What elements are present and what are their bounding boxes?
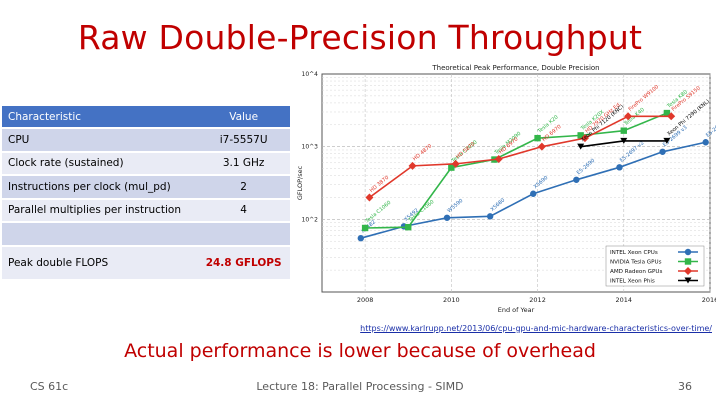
slide-subtitle: Actual performance is lower because of o… bbox=[124, 340, 596, 362]
table-row-empty bbox=[2, 222, 290, 247]
processor-spec-table: Characteristic Value CPU i7-5557U Clock … bbox=[2, 106, 290, 281]
data-point bbox=[577, 143, 585, 150]
data-point bbox=[702, 139, 709, 146]
x-tick-label: 2010 bbox=[443, 296, 460, 304]
row-value: 4 bbox=[197, 198, 290, 223]
row-label: Clock rate (sustained) bbox=[2, 151, 198, 176]
footer-lecture: Lecture 18: Parallel Processing - SIMD bbox=[256, 380, 464, 393]
table-row: Clock rate (sustained) 3.1 GHz bbox=[2, 151, 290, 176]
data-point bbox=[667, 112, 676, 121]
data-point bbox=[443, 214, 451, 221]
table-header-value: Value bbox=[197, 106, 290, 129]
data-point bbox=[486, 213, 494, 220]
data-point bbox=[408, 161, 417, 170]
legend-label: INTEL Xeon Phis bbox=[610, 279, 655, 285]
peak-performance-chart: 2008 2010 2012 2014 2016 10^2 10^3 10^4 Theoreti… bbox=[296, 64, 716, 314]
legend-swatch-marker bbox=[684, 277, 692, 284]
y-tick-label: 10^2 bbox=[302, 216, 319, 223]
legend-label: NVIDIA Tesla GPUs bbox=[610, 260, 662, 266]
legend-swatch-marker bbox=[684, 258, 692, 265]
data-point bbox=[365, 193, 374, 202]
row-label bbox=[2, 222, 198, 247]
legend-label: INTEL Xeon CPUs bbox=[610, 250, 658, 256]
table-row: Parallel multiplies per instruction 4 bbox=[2, 198, 290, 223]
data-point bbox=[577, 132, 584, 139]
legend-swatch-marker bbox=[684, 248, 692, 256]
table-header-characteristic: Characteristic bbox=[2, 106, 198, 129]
footer-course: CS 61c bbox=[30, 380, 69, 393]
y-tick-label: 10^3 bbox=[302, 144, 319, 151]
footer-page-number: 36 bbox=[678, 380, 692, 393]
x-tick-label: 2014 bbox=[616, 296, 633, 304]
table-row: Instructions per clock (mul_pd) 2 bbox=[2, 175, 290, 200]
y-axis-label: GFLOP/sec bbox=[296, 165, 304, 200]
row-value bbox=[197, 222, 290, 247]
source-link[interactable]: https://www.karlrupp.net/2013/06/cpu-gpu… bbox=[360, 324, 712, 333]
series-line bbox=[365, 112, 668, 229]
chart-title: Theoretical Peak Performance, Double Pre… bbox=[431, 64, 599, 72]
table-row: CPU i7-5557U bbox=[2, 128, 290, 153]
row-label: Parallel multiplies per instruction bbox=[2, 198, 198, 223]
data-point bbox=[573, 176, 580, 183]
row-label: Peak double FLOPS bbox=[2, 245, 198, 281]
data-point bbox=[530, 190, 537, 197]
row-label: CPU bbox=[2, 128, 198, 153]
row-value: 3.1 GHz bbox=[197, 151, 290, 176]
data-point bbox=[616, 164, 623, 171]
data-point bbox=[624, 112, 633, 121]
legend-label: AMD Radeon GPUs bbox=[610, 269, 662, 275]
data-point bbox=[361, 224, 369, 232]
table-row-peak: Peak double FLOPS 24.8 GFLOPS bbox=[2, 245, 290, 281]
table-header-row: Characteristic Value bbox=[2, 106, 290, 129]
y-tick-label: 10^4 bbox=[302, 71, 319, 78]
data-point bbox=[659, 148, 666, 155]
data-point bbox=[620, 137, 628, 144]
data-point bbox=[663, 137, 671, 144]
data-point bbox=[663, 109, 671, 117]
slide-title: Raw Double-Precision Throughput bbox=[77, 18, 643, 57]
data-point bbox=[580, 134, 589, 143]
data-point bbox=[537, 142, 546, 151]
data-point bbox=[620, 127, 627, 134]
x-tick-label: 2012 bbox=[529, 296, 546, 304]
data-point bbox=[405, 223, 412, 231]
x-tick-label: 2008 bbox=[357, 296, 374, 304]
data-point bbox=[448, 164, 455, 171]
data-point bbox=[534, 134, 541, 142]
legend-swatch-marker bbox=[684, 267, 692, 275]
data-point bbox=[451, 159, 460, 168]
peak-flops-value: 24.8 GFLOPS bbox=[197, 245, 290, 281]
series-line bbox=[368, 115, 672, 199]
data-point bbox=[494, 155, 503, 164]
row-value: 2 bbox=[197, 175, 290, 200]
x-tick-label: 2016 bbox=[702, 296, 716, 304]
row-value: i7-5557U bbox=[197, 128, 290, 153]
row-label: Instructions per clock (mul_pd) bbox=[2, 175, 198, 200]
data-point bbox=[357, 235, 364, 242]
x-axis-label: End of Year bbox=[498, 306, 535, 314]
